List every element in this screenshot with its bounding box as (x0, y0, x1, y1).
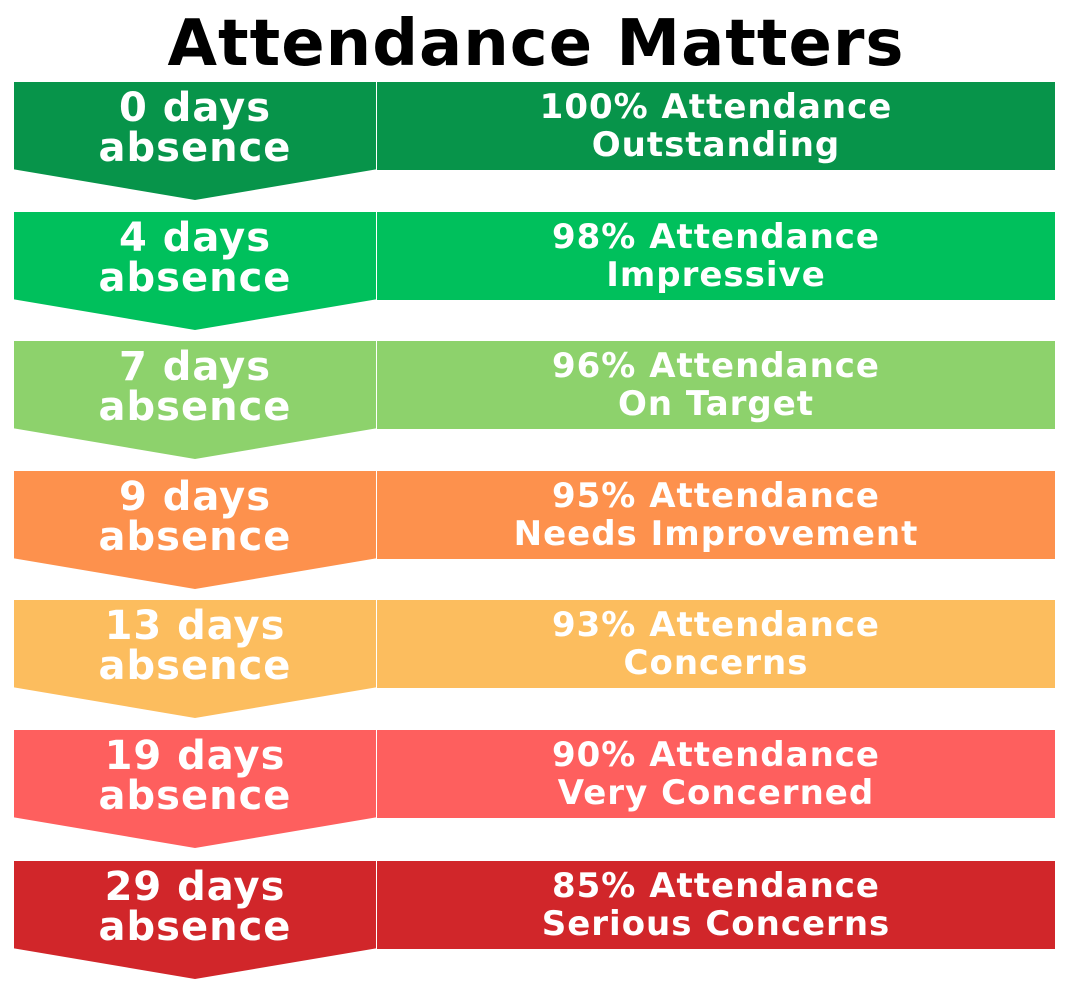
absence-days: 7 days (118, 344, 272, 390)
absence-arrow: 29 days absence (14, 861, 376, 979)
attendance-percent: 85% Attendance (551, 866, 880, 906)
absence-days: 29 days (104, 864, 286, 910)
absence-arrow: 4 days absence (14, 212, 376, 330)
page-title: Attendance Matters (167, 7, 905, 81)
attendance-level-0-days: 0 days absence 100% Attendance Outstandi… (0, 82, 1072, 200)
attendance-status: Outstanding (591, 125, 841, 165)
absence-label: absence (98, 643, 292, 689)
absence-days: 13 days (104, 603, 286, 649)
attendance-status: Very Concerned (557, 773, 875, 813)
attendance-band: 93% Attendance Concerns (377, 600, 1055, 688)
absence-days: 19 days (104, 733, 286, 779)
attendance-percent: 98% Attendance (551, 217, 880, 257)
absence-days: 9 days (118, 474, 272, 520)
absence-arrow: 19 days absence (14, 730, 376, 848)
absence-label: absence (98, 514, 292, 560)
attendance-status: Impressive (606, 255, 826, 295)
absence-days: 0 days (118, 85, 272, 131)
attendance-percent: 96% Attendance (551, 346, 880, 386)
attendance-status: Concerns (623, 643, 809, 683)
attendance-band: 85% Attendance Serious Concerns (377, 861, 1055, 949)
absence-label: absence (98, 773, 292, 819)
absence-arrow: 0 days absence (14, 82, 376, 200)
attendance-level-7-days: 7 days absence 96% Attendance On Target (0, 341, 1072, 459)
attendance-band: 95% Attendance Needs Improvement (377, 471, 1055, 559)
attendance-band: 96% Attendance On Target (377, 341, 1055, 429)
attendance-percent: 93% Attendance (551, 605, 880, 645)
attendance-level-9-days: 9 days absence 95% Attendance Needs Impr… (0, 471, 1072, 589)
attendance-percent: 100% Attendance (539, 87, 893, 127)
absence-arrow: 9 days absence (14, 471, 376, 589)
attendance-level-4-days: 4 days absence 98% Attendance Impressive (0, 212, 1072, 330)
attendance-band: 90% Attendance Very Concerned (377, 730, 1055, 818)
attendance-status: On Target (617, 384, 815, 424)
absence-label: absence (98, 255, 292, 301)
absence-arrow: 7 days absence (14, 341, 376, 459)
attendance-status: Serious Concerns (541, 904, 891, 944)
absence-label: absence (98, 125, 292, 171)
absence-label: absence (98, 384, 292, 430)
absence-days: 4 days (118, 215, 272, 261)
attendance-band: 98% Attendance Impressive (377, 212, 1055, 300)
attendance-level-19-days: 19 days absence 90% Attendance Very Conc… (0, 730, 1072, 848)
attendance-status: Needs Improvement (513, 514, 919, 554)
attendance-level-13-days: 13 days absence 93% Attendance Concerns (0, 600, 1072, 718)
attendance-percent: 95% Attendance (551, 476, 880, 516)
attendance-level-29-days: 29 days absence 85% Attendance Serious C… (0, 861, 1072, 979)
attendance-band: 100% Attendance Outstanding (377, 82, 1055, 170)
absence-label: absence (98, 904, 292, 950)
absence-arrow: 13 days absence (14, 600, 376, 718)
attendance-percent: 90% Attendance (551, 735, 880, 775)
